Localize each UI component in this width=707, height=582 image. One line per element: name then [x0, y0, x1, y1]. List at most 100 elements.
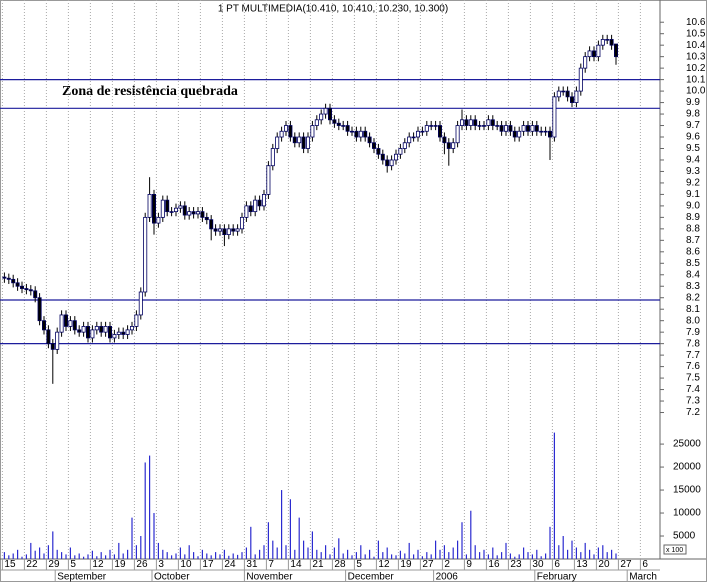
month-label: February	[537, 572, 577, 582]
candle-body	[239, 216, 244, 230]
volume-bar	[263, 545, 265, 559]
candle-body	[503, 125, 508, 132]
candle-body	[297, 136, 302, 144]
volume-bar	[518, 554, 520, 559]
candle-body	[2, 276, 7, 279]
volume-bar	[311, 531, 313, 559]
candle-body	[99, 326, 104, 333]
x-tick-label: 9	[466, 559, 472, 570]
volume-bar	[611, 549, 613, 559]
y-tick-label: 8.9	[686, 212, 700, 223]
candle-body	[371, 142, 376, 149]
volume-bar	[325, 545, 327, 559]
volume-bar	[74, 555, 76, 559]
candle-body	[565, 90, 570, 98]
candle-body	[15, 282, 20, 287]
volume-bar	[171, 555, 173, 559]
candle-body	[424, 125, 429, 132]
x-tick-label: 24	[224, 559, 236, 570]
candle-body	[195, 211, 200, 215]
volume-bar	[338, 538, 340, 559]
volume-tick-label: 20000	[673, 462, 701, 473]
candle-body	[156, 216, 161, 224]
candle-body	[327, 107, 332, 121]
volume-bar	[531, 554, 533, 559]
candle-body	[90, 329, 95, 339]
candle-body	[587, 50, 592, 58]
candle-body	[283, 125, 288, 132]
y-tick-label: 10.3	[686, 51, 706, 62]
candle-body	[209, 219, 214, 230]
volume-bar	[413, 554, 415, 559]
candle-body	[411, 136, 416, 139]
candle-body	[125, 329, 130, 335]
volume-bar	[118, 542, 120, 559]
candle-body	[64, 314, 69, 327]
candle-body	[292, 136, 297, 144]
candle-body	[288, 125, 293, 138]
x-tick-label: 14	[290, 559, 302, 570]
volume-bar	[250, 526, 252, 559]
volume-bar	[303, 540, 305, 559]
volume-bar	[439, 549, 441, 559]
volume-bar	[448, 552, 450, 559]
volume-bar	[307, 547, 309, 559]
candle-body	[151, 194, 156, 224]
volume-bar	[373, 556, 375, 559]
candle-body	[570, 96, 575, 103]
volume-tick-label: 5000	[673, 531, 696, 542]
month-label: September	[57, 572, 107, 582]
candle-body	[134, 314, 139, 327]
volume-bar	[347, 549, 349, 559]
candle-body	[305, 136, 310, 149]
volume-bar	[408, 542, 410, 559]
candle-body	[253, 199, 258, 213]
candle-body	[609, 39, 614, 46]
candle-body	[481, 125, 486, 127]
volume-bar	[69, 547, 71, 559]
candle-body	[512, 130, 517, 138]
volume-bar	[52, 531, 54, 559]
candle-body	[103, 326, 108, 333]
annotation: Zona de resistência quebrada	[62, 84, 238, 99]
x-tick-label: 16	[488, 559, 500, 570]
candle-body	[521, 125, 526, 132]
candle-body	[578, 67, 583, 92]
volume-bar	[549, 526, 551, 559]
candle-body	[86, 326, 91, 339]
candle-body	[345, 125, 350, 132]
volume-bar	[351, 555, 353, 559]
volume-bar	[355, 552, 357, 559]
candle-body	[6, 277, 11, 280]
volume-bar	[127, 549, 129, 559]
month-label: 2006	[436, 572, 459, 582]
candle-body	[37, 297, 42, 322]
candle-body	[81, 326, 86, 333]
candle-body	[402, 142, 407, 149]
candle-body	[248, 205, 253, 213]
candle-body	[614, 43, 619, 58]
volume-bar	[276, 547, 278, 559]
volume-bar	[540, 556, 542, 559]
volume-bar	[316, 549, 318, 559]
candle-body	[451, 142, 456, 149]
y-tick-label: 10.5	[686, 28, 706, 39]
candle-body	[495, 125, 500, 127]
volume-bar	[215, 552, 217, 559]
volume-bar	[606, 552, 608, 559]
volume-bar	[34, 550, 36, 559]
x-tick-label: 6	[642, 559, 648, 570]
candle-body	[332, 119, 337, 124]
chart-title: 1 PT MULTIMEDIA(10.410, 10.410, 10.230, …	[218, 4, 448, 15]
candle-body	[173, 207, 178, 213]
y-tick-label: 9.9	[686, 97, 700, 108]
volume-bar	[474, 545, 476, 559]
y-tick-label: 9.8	[686, 109, 700, 120]
candle-body	[231, 228, 236, 232]
volume-bar	[457, 540, 459, 559]
volume-bar	[575, 547, 577, 559]
y-tick-label: 10.6	[686, 17, 706, 28]
volume-bar	[369, 549, 371, 559]
volume-bar	[589, 549, 591, 559]
